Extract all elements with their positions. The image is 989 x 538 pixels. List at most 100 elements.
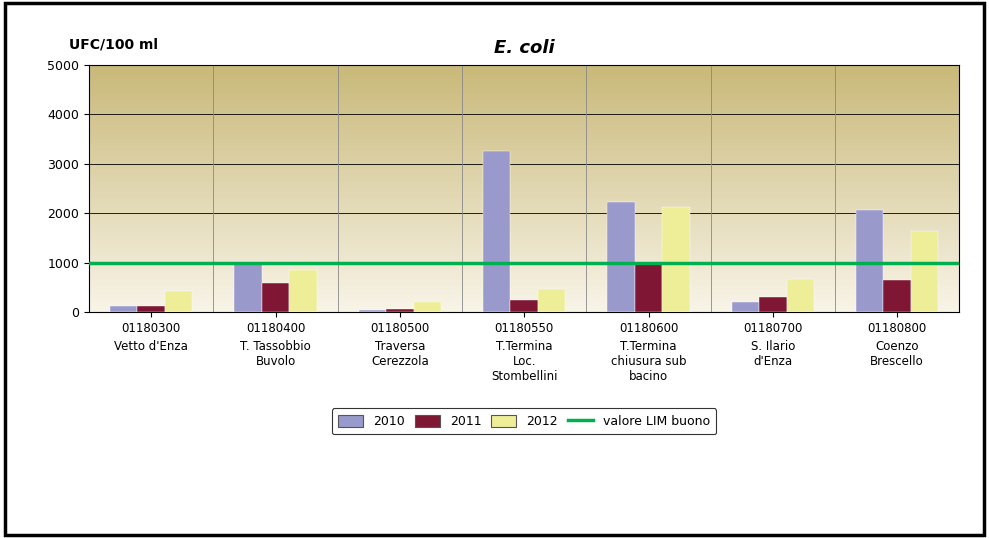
Bar bbox=[89, 276, 959, 278]
Text: UFC/100 ml: UFC/100 ml bbox=[69, 38, 158, 52]
Bar bbox=[89, 135, 959, 136]
Bar bbox=[89, 226, 959, 228]
Bar bbox=[89, 251, 959, 253]
Bar bbox=[89, 111, 959, 113]
Bar bbox=[89, 104, 959, 105]
Bar bbox=[89, 90, 959, 92]
Bar bbox=[89, 235, 959, 237]
Bar bbox=[89, 173, 959, 175]
Bar bbox=[89, 255, 959, 257]
Bar bbox=[89, 279, 959, 280]
Bar bbox=[89, 87, 959, 88]
Bar bbox=[89, 309, 959, 311]
Bar bbox=[89, 147, 959, 148]
Bar bbox=[89, 171, 959, 172]
Bar bbox=[89, 250, 959, 251]
Bar bbox=[89, 66, 959, 67]
Bar bbox=[89, 167, 959, 168]
Bar bbox=[856, 210, 883, 312]
Bar bbox=[89, 136, 959, 138]
Bar bbox=[89, 259, 959, 260]
Bar bbox=[89, 230, 959, 232]
Bar bbox=[89, 265, 959, 266]
Bar bbox=[89, 161, 959, 162]
Bar bbox=[89, 297, 959, 299]
Bar bbox=[89, 210, 959, 212]
Bar bbox=[89, 170, 959, 171]
Bar bbox=[89, 270, 959, 271]
Bar bbox=[89, 267, 959, 269]
Bar bbox=[89, 243, 959, 244]
Bar bbox=[289, 270, 316, 312]
Bar bbox=[89, 212, 959, 213]
Bar bbox=[89, 73, 959, 74]
Bar bbox=[89, 198, 959, 200]
Bar bbox=[89, 261, 959, 263]
Bar bbox=[89, 306, 959, 307]
Bar bbox=[89, 121, 959, 122]
Text: Coenzo
Brescello: Coenzo Brescello bbox=[870, 340, 924, 368]
Bar bbox=[89, 67, 959, 68]
Bar bbox=[137, 306, 165, 312]
Bar bbox=[89, 311, 959, 312]
Bar bbox=[89, 131, 959, 132]
Bar bbox=[89, 263, 959, 264]
Text: T.Termina
chiusura sub
bacino: T.Termina chiusura sub bacino bbox=[611, 340, 686, 383]
Bar bbox=[110, 306, 137, 312]
Bar bbox=[89, 128, 959, 129]
Text: T.Termina
Loc.
Stombellini: T.Termina Loc. Stombellini bbox=[491, 340, 558, 383]
Bar bbox=[89, 220, 959, 221]
Bar bbox=[89, 81, 959, 82]
Bar bbox=[89, 239, 959, 240]
Bar bbox=[89, 264, 959, 265]
Bar bbox=[89, 196, 959, 197]
Bar bbox=[89, 83, 959, 84]
Bar bbox=[883, 280, 911, 312]
Bar bbox=[89, 225, 959, 226]
Bar bbox=[663, 207, 689, 312]
Bar bbox=[89, 140, 959, 141]
Bar bbox=[89, 300, 959, 301]
Bar bbox=[89, 249, 959, 250]
Bar bbox=[89, 187, 959, 188]
Bar bbox=[89, 141, 959, 143]
Bar bbox=[89, 188, 959, 189]
Bar bbox=[89, 278, 959, 279]
Bar bbox=[89, 260, 959, 261]
Bar bbox=[607, 202, 635, 312]
Bar bbox=[89, 189, 959, 191]
Bar bbox=[89, 285, 959, 286]
Bar bbox=[89, 295, 959, 296]
Bar bbox=[89, 206, 959, 207]
Bar bbox=[510, 300, 538, 312]
Bar bbox=[89, 224, 959, 225]
Bar bbox=[89, 86, 959, 87]
Bar bbox=[89, 152, 959, 154]
Bar bbox=[89, 113, 959, 114]
Bar bbox=[89, 110, 959, 111]
Bar bbox=[89, 281, 959, 282]
Bar bbox=[89, 229, 959, 230]
Bar bbox=[89, 272, 959, 274]
Bar bbox=[89, 94, 959, 96]
Bar bbox=[89, 183, 959, 185]
Bar bbox=[89, 253, 959, 254]
Bar bbox=[89, 92, 959, 93]
Bar bbox=[89, 88, 959, 89]
Bar bbox=[89, 280, 959, 281]
Bar bbox=[635, 264, 663, 312]
Bar bbox=[89, 105, 959, 107]
Bar bbox=[89, 246, 959, 247]
Bar bbox=[89, 168, 959, 170]
Bar bbox=[89, 159, 959, 160]
Bar bbox=[89, 240, 959, 242]
Bar bbox=[89, 177, 959, 179]
Bar bbox=[89, 242, 959, 243]
Bar bbox=[89, 72, 959, 73]
Bar bbox=[786, 279, 814, 312]
Bar bbox=[89, 138, 959, 139]
Bar bbox=[732, 302, 760, 312]
Bar bbox=[89, 186, 959, 187]
Bar bbox=[89, 162, 959, 164]
Bar bbox=[89, 228, 959, 229]
